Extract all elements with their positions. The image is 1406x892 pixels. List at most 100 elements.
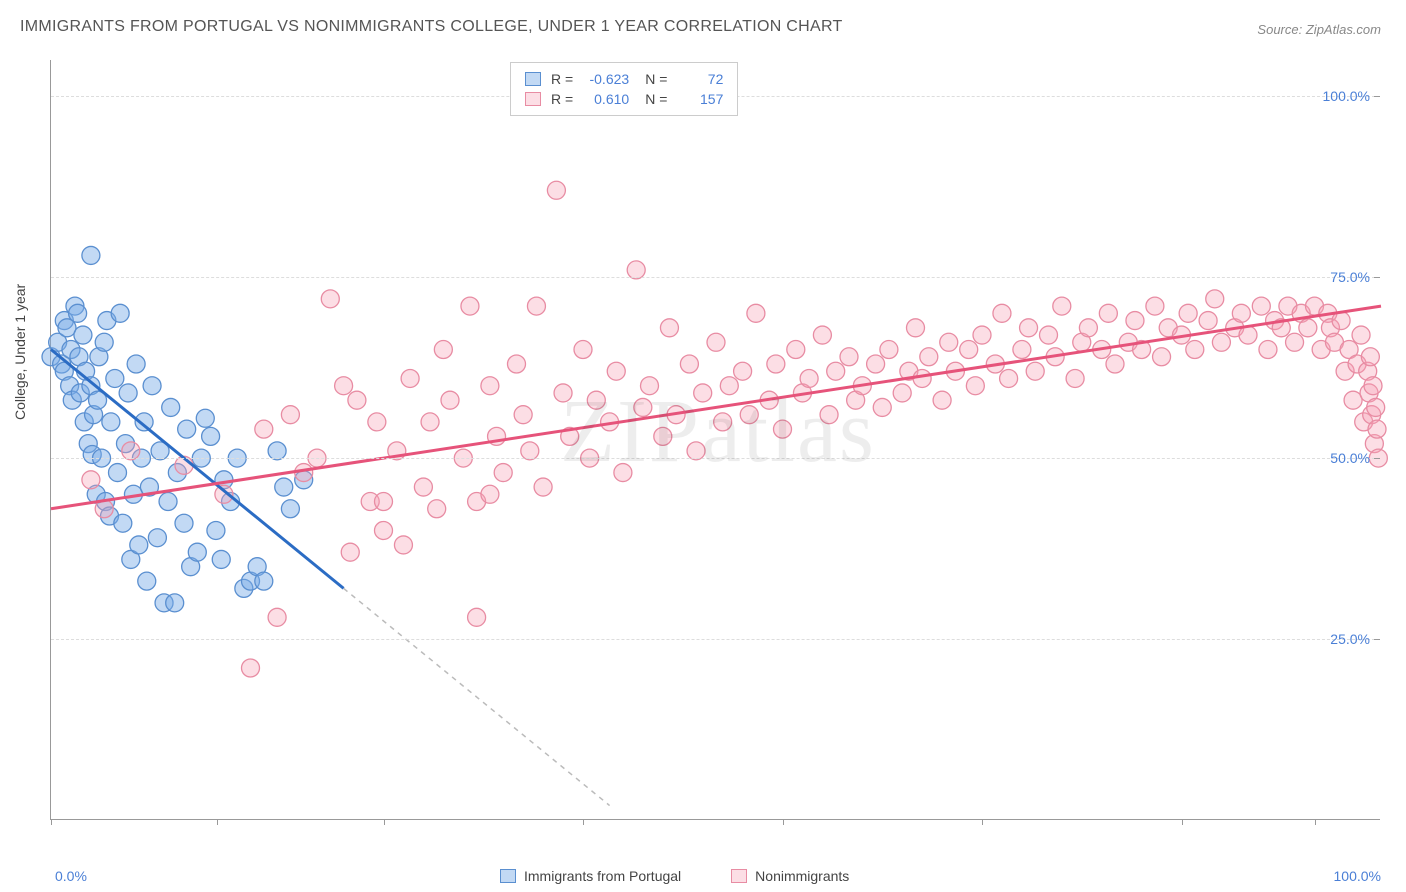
data-point — [468, 608, 486, 626]
x-tick-mark — [783, 819, 784, 825]
legend-swatch — [525, 72, 541, 86]
data-point — [212, 550, 230, 568]
data-point — [740, 406, 758, 424]
data-point — [714, 413, 732, 431]
source-value: ZipAtlas.com — [1306, 22, 1381, 37]
data-point — [820, 406, 838, 424]
data-point — [1206, 290, 1224, 308]
data-point — [707, 333, 725, 351]
data-point — [281, 406, 299, 424]
data-point — [880, 341, 898, 359]
data-point — [281, 500, 299, 518]
data-point — [102, 413, 120, 431]
data-point — [813, 326, 831, 344]
data-point — [1367, 398, 1385, 416]
data-point — [130, 536, 148, 554]
data-point — [1040, 326, 1058, 344]
data-point — [587, 391, 605, 409]
data-point — [401, 369, 419, 387]
series-legend: Immigrants from Portugal Nonimmigrants — [500, 868, 849, 884]
data-point — [534, 478, 552, 496]
chart-svg — [51, 60, 1380, 819]
data-point — [188, 543, 206, 561]
data-point — [893, 384, 911, 402]
data-point — [940, 333, 958, 351]
data-point — [774, 420, 792, 438]
data-point — [275, 478, 293, 496]
data-point — [255, 420, 273, 438]
data-point — [1020, 319, 1038, 337]
series-legend-item: Immigrants from Portugal — [500, 868, 681, 884]
data-point — [1146, 297, 1164, 315]
y-tick-label: 100.0% — [1323, 88, 1370, 104]
data-point — [1199, 312, 1217, 330]
gridline — [51, 458, 1380, 459]
data-point — [114, 514, 132, 532]
data-point — [1299, 319, 1317, 337]
data-point — [461, 297, 479, 315]
data-point — [1153, 348, 1171, 366]
data-point — [196, 409, 214, 427]
data-point — [933, 391, 951, 409]
data-point — [138, 572, 156, 590]
data-point — [148, 529, 166, 547]
data-point — [348, 391, 366, 409]
data-point — [960, 341, 978, 359]
y-tick-mark — [1374, 458, 1380, 459]
data-point — [375, 521, 393, 539]
data-point — [69, 304, 87, 322]
data-point — [1186, 341, 1204, 359]
data-point — [1053, 297, 1071, 315]
data-point — [335, 377, 353, 395]
data-point — [654, 427, 672, 445]
data-point — [242, 659, 260, 677]
data-point — [574, 341, 592, 359]
data-point — [434, 341, 452, 359]
data-point — [1066, 369, 1084, 387]
data-point — [255, 572, 273, 590]
data-point — [920, 348, 938, 366]
data-point — [787, 341, 805, 359]
legend-swatch — [525, 92, 541, 106]
data-point — [162, 398, 180, 416]
x-tick-mark — [217, 819, 218, 825]
x-tick-mark — [51, 819, 52, 825]
data-point — [368, 413, 386, 431]
data-point — [660, 319, 678, 337]
data-point — [321, 290, 339, 308]
correlation-legend: R =-0.623N =72R =0.610N =157 — [510, 62, 738, 116]
series-legend-item: Nonimmigrants — [731, 868, 849, 884]
data-point — [481, 485, 499, 503]
data-point — [1344, 391, 1362, 409]
data-point — [527, 297, 545, 315]
data-point — [641, 377, 659, 395]
data-point — [614, 464, 632, 482]
series-label: Nonimmigrants — [755, 868, 849, 884]
data-point — [1368, 420, 1386, 438]
data-point — [143, 377, 161, 395]
source-attribution: Source: ZipAtlas.com — [1257, 22, 1381, 37]
data-point — [119, 384, 137, 402]
data-point — [95, 333, 113, 351]
data-point — [421, 413, 439, 431]
x-tick-mark — [1182, 819, 1183, 825]
data-point — [634, 398, 652, 416]
y-tick-mark — [1374, 96, 1380, 97]
data-point — [428, 500, 446, 518]
legend-n-value: 72 — [677, 69, 723, 89]
data-point — [973, 326, 991, 344]
legend-swatch — [500, 869, 516, 883]
data-point — [106, 369, 124, 387]
data-point — [207, 521, 225, 539]
data-point — [1212, 333, 1230, 351]
x-tick-mark — [583, 819, 584, 825]
data-point — [127, 355, 145, 373]
data-point — [840, 348, 858, 366]
y-tick-label: 50.0% — [1330, 450, 1370, 466]
data-point — [1013, 341, 1031, 359]
y-axis-title: College, Under 1 year — [12, 284, 28, 420]
data-point — [966, 377, 984, 395]
data-point — [508, 355, 526, 373]
y-tick-mark — [1374, 277, 1380, 278]
data-point — [767, 355, 785, 373]
